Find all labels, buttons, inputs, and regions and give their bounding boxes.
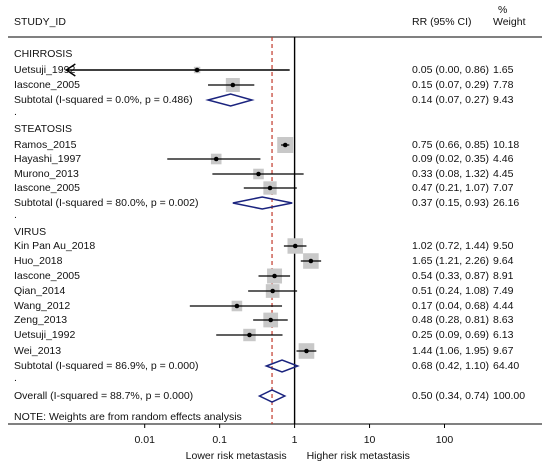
point-estimate xyxy=(194,67,200,73)
study-label: Ramos_2015 xyxy=(14,139,77,151)
overall-label: Overall (I-squared = 88.7%, p = 0.000) xyxy=(14,390,193,402)
study-weight: 1.65 xyxy=(493,64,514,76)
study-weight: 7.49 xyxy=(493,285,514,297)
point-estimate xyxy=(308,258,314,264)
study-weight: 9.67 xyxy=(493,345,514,357)
study-ci: 0.51 (0.24, 1.08) xyxy=(412,285,489,297)
x-right-label: Higher risk metastasis xyxy=(307,450,410,462)
study-ci: 0.48 (0.28, 0.81) xyxy=(412,314,489,326)
point-estimate xyxy=(304,348,309,354)
x-tick-label: 0.1 xyxy=(212,434,227,446)
group-label: VIRUS xyxy=(14,226,46,238)
subtotal-weight: 9.43 xyxy=(493,94,514,106)
study-label: Iascone_2005 xyxy=(14,79,80,91)
subtotal-label: Subtotal (I-squared = 0.0%, p = 0.486) xyxy=(14,94,193,106)
x-tick-label: 100 xyxy=(436,434,454,446)
point-estimate xyxy=(247,332,252,338)
point-estimate xyxy=(282,142,288,148)
subtotal-ci: 0.37 (0.15, 0.93) xyxy=(412,197,489,209)
x-tick-label: 1 xyxy=(292,434,298,446)
study-label: Uetsuji_1992 xyxy=(14,329,75,341)
study-ci: 0.54 (0.33, 0.87) xyxy=(412,270,489,282)
group-label: CHIRROSIS xyxy=(14,48,72,60)
subtotal-weight: 26.16 xyxy=(493,197,519,209)
separator-dot: . xyxy=(14,209,17,221)
x-tick-label: 0.01 xyxy=(134,434,155,446)
study-label: Iascone_2005 xyxy=(14,182,80,194)
subtotal-label: Subtotal (I-squared = 80.0%, p = 0.002) xyxy=(14,197,198,209)
subtotal-diamond xyxy=(264,359,300,373)
overall-ci: 0.50 (0.34, 0.74) xyxy=(412,390,489,402)
study-label: Kin Pan Au_2018 xyxy=(14,240,95,252)
study-weight: 7.07 xyxy=(493,182,514,194)
subtotal-ci: 0.68 (0.42, 1.10) xyxy=(412,360,489,372)
separator-dot: . xyxy=(14,106,17,118)
study-label: Qian_2014 xyxy=(14,285,66,297)
study-label: Uetsuji_1992 xyxy=(14,64,75,76)
header-rr: RR (95% CI) xyxy=(412,16,472,28)
study-label: Zeng_2013 xyxy=(14,314,67,326)
study-weight: 8.63 xyxy=(493,314,514,326)
study-label: Murono_2013 xyxy=(14,168,79,180)
study-ci: 1.65 (1.21, 2.26) xyxy=(412,255,489,267)
study-weight: 4.45 xyxy=(493,168,514,180)
note: NOTE: Weights are from random effects an… xyxy=(14,411,242,423)
point-estimate xyxy=(234,303,240,309)
study-label: Wei_2013 xyxy=(14,345,61,357)
study-weight: 10.18 xyxy=(493,139,519,151)
study-ci: 1.44 (1.06, 1.95) xyxy=(412,345,489,357)
study-ci: 1.02 (0.72, 1.44) xyxy=(412,240,489,252)
study-weight: 4.44 xyxy=(493,300,514,312)
point-estimate xyxy=(267,185,273,191)
study-weight: 9.50 xyxy=(493,240,514,252)
study-ci: 0.75 (0.66, 0.85) xyxy=(412,139,489,151)
x-tick-label: 10 xyxy=(364,434,376,446)
study-label: Iascone_2005 xyxy=(14,270,80,282)
subtotal-diamond xyxy=(232,196,293,210)
ci-clip-arrow xyxy=(65,63,76,77)
separator-dot: . xyxy=(14,372,17,384)
point-estimate xyxy=(268,317,274,323)
overall-weight: 100.00 xyxy=(493,390,525,402)
header-weight-symbol: % xyxy=(498,4,507,16)
study-weight: 7.78 xyxy=(493,79,514,91)
study-ci: 0.15 (0.07, 0.29) xyxy=(412,79,489,91)
study-ci: 0.47 (0.21, 1.07) xyxy=(412,182,489,194)
study-ci: 0.09 (0.02, 0.35) xyxy=(412,153,489,165)
x-left-label: Lower risk metastasis xyxy=(186,450,287,462)
point-estimate xyxy=(270,288,275,294)
subtotal-ci: 0.14 (0.07, 0.27) xyxy=(412,94,489,106)
subtotal-label: Subtotal (I-squared = 86.9%, p = 0.000) xyxy=(14,360,198,372)
study-ci: 0.33 (0.08, 1.32) xyxy=(412,168,489,180)
point-estimate xyxy=(292,243,298,249)
study-label: Huo_2018 xyxy=(14,255,63,267)
point-estimate xyxy=(230,82,236,88)
study-ci: 0.05 (0.00, 0.86) xyxy=(412,64,489,76)
study-weight: 8.91 xyxy=(493,270,514,282)
overall-diamond xyxy=(257,389,287,403)
subtotal-diamond xyxy=(205,93,255,107)
study-weight: 4.46 xyxy=(493,153,514,165)
study-ci: 0.17 (0.04, 0.68) xyxy=(412,300,489,312)
study-label: Wang_2012 xyxy=(14,300,70,312)
study-ci: 0.25 (0.09, 0.69) xyxy=(412,329,489,341)
subtotal-weight: 64.40 xyxy=(493,360,519,372)
group-label: STEATOSIS xyxy=(14,123,72,135)
header-weight: Weight xyxy=(493,16,526,28)
point-estimate xyxy=(272,273,277,279)
study-weight: 6.13 xyxy=(493,329,514,341)
point-estimate xyxy=(213,156,219,162)
study-weight: 9.64 xyxy=(493,255,514,267)
point-estimate xyxy=(256,171,261,177)
study-label: Hayashi_1997 xyxy=(14,153,81,165)
header-study-id: STUDY_ID xyxy=(14,16,66,28)
